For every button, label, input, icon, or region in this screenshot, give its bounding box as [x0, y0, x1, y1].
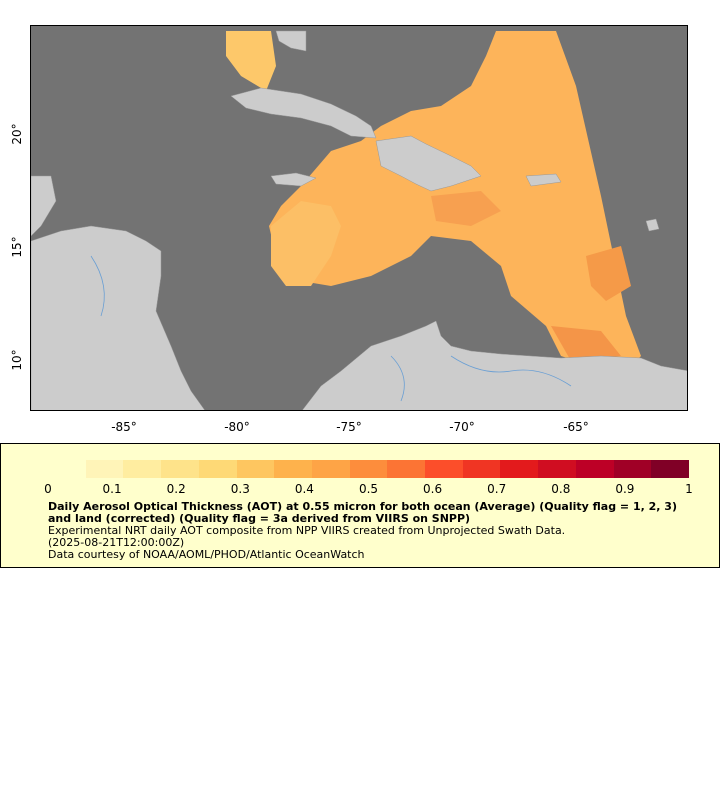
colorbar-segment [538, 460, 576, 478]
colorbar-tick-label: 0.5 [358, 482, 379, 496]
colorbar-segment [274, 460, 312, 478]
lon-tick-label: -75° [336, 420, 362, 434]
lat-tick-label: 15° [10, 236, 24, 258]
colorbar-tick-label: 0.1 [102, 482, 122, 496]
colorbar-segment [123, 460, 162, 478]
colorbar-tick-label: 0.2 [166, 482, 186, 496]
aot-hotspot-central [431, 191, 501, 226]
aot-hotspot-east [586, 246, 631, 301]
lon-tick-label: -85° [111, 420, 137, 434]
land-south-america [302, 320, 687, 410]
colorbar-segment [198, 460, 237, 478]
aot-map [30, 25, 688, 411]
colorbar [48, 460, 689, 478]
colorbar-segment [575, 460, 614, 478]
land-yucatan [31, 175, 57, 237]
aot-swath-north [226, 31, 276, 91]
aot-hotspot-south [551, 326, 621, 361]
legend-time: (2025-08-21T12:00:00Z) [48, 536, 185, 549]
legend-credit: Data courtesy of NOAA/AOML/PHOD/Atlantic… [48, 548, 365, 561]
colorbar-segment [161, 460, 199, 478]
colorbar-segment [236, 460, 275, 478]
lat-tick-label: 20° [10, 123, 24, 145]
colorbar-segment [387, 460, 426, 478]
map-canvas [31, 26, 687, 410]
colorbar-segment [85, 460, 124, 478]
colorbar-segment [349, 460, 388, 478]
legend-description: Experimental NRT daily AOT composite fro… [48, 524, 566, 537]
river-1 [450, 355, 572, 387]
lon-tick-label: -80° [224, 420, 250, 434]
land-hispaniola [375, 135, 482, 192]
river-3 [390, 355, 405, 402]
lat-tick-label: 10° [10, 349, 24, 371]
aot-data-layer [226, 31, 641, 366]
colorbar-segment [48, 460, 86, 478]
colorbar-tick-label: 0.8 [551, 482, 571, 496]
land-central-america [31, 225, 205, 410]
colorbar-tick-label: 1 [685, 482, 693, 496]
land-jamaica [270, 172, 317, 187]
colorbar-segment [311, 460, 350, 478]
legend-title: Daily Aerosol Optical Thickness (AOT) at… [48, 500, 677, 525]
lon-tick-label: -70° [449, 420, 475, 434]
colorbar-tick-label: 0.7 [487, 482, 507, 496]
colorbar-tick-label: 0.3 [230, 482, 250, 496]
lon-tick-label: -65° [563, 420, 589, 434]
land-puerto-rico [525, 173, 562, 187]
colorbar-segment [651, 460, 689, 478]
aot-swath-west [271, 201, 341, 286]
river-2 [90, 255, 105, 317]
land-florida [275, 30, 307, 52]
colorbar-tick-label: 0.4 [294, 482, 314, 496]
colorbar-tick-label: 0 [44, 482, 52, 496]
colorbar-segment [462, 460, 501, 478]
colorbar-segment [613, 460, 652, 478]
legend-text: Daily Aerosol Optical Thickness (AOT) at… [48, 501, 678, 561]
land-cuba [230, 87, 377, 139]
land-islands-east [645, 218, 660, 232]
rivers-layer [90, 255, 572, 402]
colorbar-tick-label: 0.6 [423, 482, 443, 496]
legend-panel: 0 0.1 0.2 0.3 0.4 0.5 0.6 0.7 0.8 0.9 1 Daily Aero… [0, 443, 720, 568]
colorbar-segment [425, 460, 463, 478]
land-layer [31, 30, 687, 410]
colorbar-tick-label: 0.9 [615, 482, 635, 496]
colorbar-segment [500, 460, 539, 478]
